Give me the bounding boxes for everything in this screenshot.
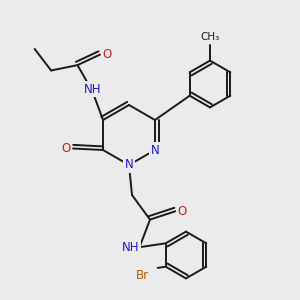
Text: O: O <box>62 142 71 155</box>
Text: CH₃: CH₃ <box>200 32 220 42</box>
Text: N: N <box>151 143 159 157</box>
Text: NH: NH <box>122 241 140 254</box>
Text: NH: NH <box>84 82 101 96</box>
Text: N: N <box>124 158 134 172</box>
Text: O: O <box>102 48 111 61</box>
Text: Br: Br <box>136 268 149 282</box>
Text: O: O <box>178 205 187 218</box>
